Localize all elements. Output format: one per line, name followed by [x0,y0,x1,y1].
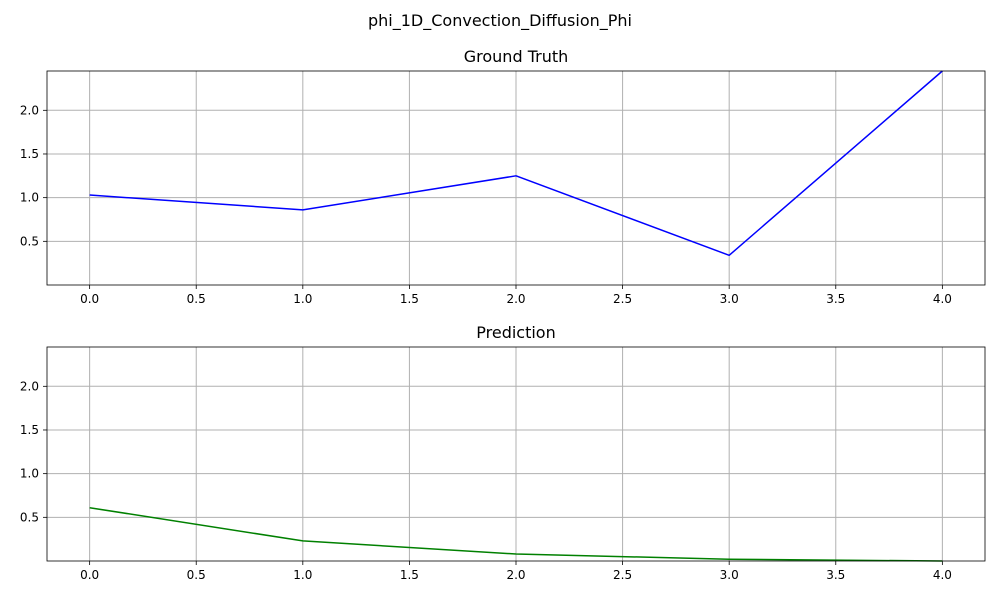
x-tick-label: 1.5 [400,568,419,582]
series-line-prediction [89,506,943,562]
y-tick-label: 0.5 [20,510,39,524]
subplot-ground-truth: Ground Truth 0.0 0.5 1.0 1.5 2.0 2.5 3.0 3.5 4.0… [20,47,986,306]
x-tick-label: 3.0 [720,292,739,306]
plot-frame-ground-truth [46,70,986,286]
x-tick-label: 1.5 [400,292,419,306]
x-tick-label: 4.0 [933,568,952,582]
x-tick-label: 4.0 [933,292,952,306]
figure-title: phi_1D_Convection_Diffusion_Phi [368,11,632,31]
x-tick-label: 1.0 [293,292,312,306]
x-tick-label: 0.5 [187,568,206,582]
y-tick-label: 1.5 [20,423,39,437]
x-tick-label: 2.0 [506,292,525,306]
grid-ground-truth [47,71,985,285]
x-tick-label: 0.0 [80,292,99,306]
subplot-title-ground-truth: Ground Truth [464,47,569,66]
y-tick-label: 1.0 [20,467,39,481]
y-tick-label: 2.0 [20,379,39,393]
x-tick-label: 0.0 [80,568,99,582]
series-line-ground-truth [89,70,943,257]
y-tick-label: 0.5 [20,234,39,248]
y-tick-label: 1.0 [20,191,39,205]
subplot-title-prediction: Prediction [476,323,555,342]
x-tick-label: 3.5 [826,292,845,306]
x-tick-label: 3.5 [826,568,845,582]
subplot-prediction: Prediction 0.0 0.5 1.0 1.5 2.0 2.5 3.0 3.5 4.0 0.… [20,323,986,582]
y-tick-label: 2.0 [20,103,39,117]
x-tick-label: 1.0 [293,568,312,582]
x-tick-label: 2.0 [506,568,525,582]
x-tick-label: 2.5 [613,568,632,582]
x-tick-label: 3.0 [720,568,739,582]
x-tick-label: 2.5 [613,292,632,306]
plot-frame-prediction [46,346,986,562]
grid-prediction [47,347,985,561]
x-tick-label: 0.5 [187,292,206,306]
y-tick-label: 1.5 [20,147,39,161]
